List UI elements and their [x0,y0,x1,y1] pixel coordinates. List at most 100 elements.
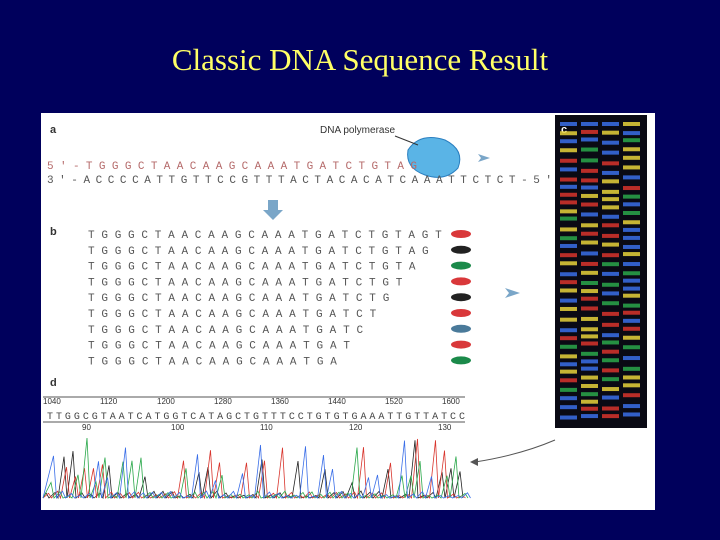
gel-band [602,122,619,126]
gel-band [602,349,619,354]
gel-band [623,147,640,152]
gel-band [602,271,619,276]
gel-band [602,214,619,219]
fragment-dye [451,309,471,317]
fragment-sequence: TGGGCTAACAAGCAAATGATCTGTA [88,262,416,274]
fragment-dye [451,277,471,286]
gel-band [602,242,619,247]
trace [42,440,471,500]
gel-band [602,233,619,238]
gel-band [560,369,577,374]
gel-band [623,165,640,170]
gel-band [623,194,640,199]
gel-band [602,130,619,135]
gel-band [602,414,619,419]
base-number: 130 [438,423,452,432]
gel-band [581,341,598,346]
gel-band [560,184,577,189]
gel-band [560,328,577,333]
scale-position: 1040 [43,397,61,406]
gel-band [602,223,619,228]
gel-band [560,280,577,285]
gel-band [623,271,640,276]
gel-band [602,311,619,316]
gel-band [602,291,619,296]
gel-band [623,262,640,267]
fragment-dye [451,230,471,238]
gel-band [602,179,619,184]
gel-band [581,270,598,275]
gel-band [560,306,577,311]
gel-band [581,366,598,371]
gel-band [560,344,577,349]
scale-position: 1600 [442,397,460,406]
slide-title: Classic DNA Sequence Result [172,42,549,77]
gel-band [560,177,577,182]
enzyme-label: DNA polymerase [320,125,395,136]
gel-band [602,358,619,363]
gel-band [602,368,619,373]
base-number: 120 [349,423,363,432]
gel-band [581,359,598,364]
scale-position: 1120 [100,397,118,406]
gel-band [581,392,598,397]
gel-band [623,155,640,160]
gel-band [623,138,640,143]
gel-band [560,209,577,214]
gel-band [602,395,619,400]
panel-label: b [50,226,57,238]
base-number: 100 [171,423,185,432]
fragment-dye [451,261,471,270]
scale-position: 1200 [157,397,175,406]
fragment-dye [451,356,471,365]
gel-band [581,334,598,339]
gel-band [581,202,598,207]
gel-band [560,192,577,197]
gel-band [560,227,577,232]
gel-band [581,399,598,404]
gel-band [623,310,640,315]
gel-band [602,253,619,258]
gel-band [602,197,619,202]
gel-band [581,158,598,163]
gel-band [560,396,577,401]
gel-band [623,303,640,308]
gel-band [581,261,598,266]
gel-band [581,406,598,411]
gel-band [623,335,640,340]
polymerase [407,137,461,178]
gel-band [581,351,598,356]
gel-band [581,129,598,134]
arrow [263,200,283,220]
gel-band [623,366,640,371]
arrow [474,439,556,463]
gel-band [623,393,640,398]
gel-band [560,243,577,248]
gel-band [623,235,640,240]
gel-band [623,186,640,191]
gel-band [560,387,577,392]
gel-band [602,377,619,382]
strand-top: 5'-TGGGCTAACAAGCAAATGATCTGTAG [47,161,417,173]
gel-band [581,289,598,294]
arrow [470,458,478,466]
gel-band [560,317,577,322]
gel-band [623,131,640,136]
gel-band [623,244,640,249]
gel-bands [560,122,640,420]
gel-band [581,316,598,321]
gel-band [581,193,598,198]
gel-band [602,140,619,145]
base-number: 110 [260,423,273,432]
gel-band [602,333,619,338]
gel-band [560,288,577,293]
fragment-sequence: TGGGCTAACAAGCAAATGATCTG [88,293,389,305]
gel-band [560,158,577,163]
gel-band [602,189,619,194]
scale-position: 1360 [271,397,289,406]
gel-band [602,262,619,267]
gel-band [560,131,577,136]
panel-label: c [561,124,567,136]
scale-position: 1440 [328,397,346,406]
